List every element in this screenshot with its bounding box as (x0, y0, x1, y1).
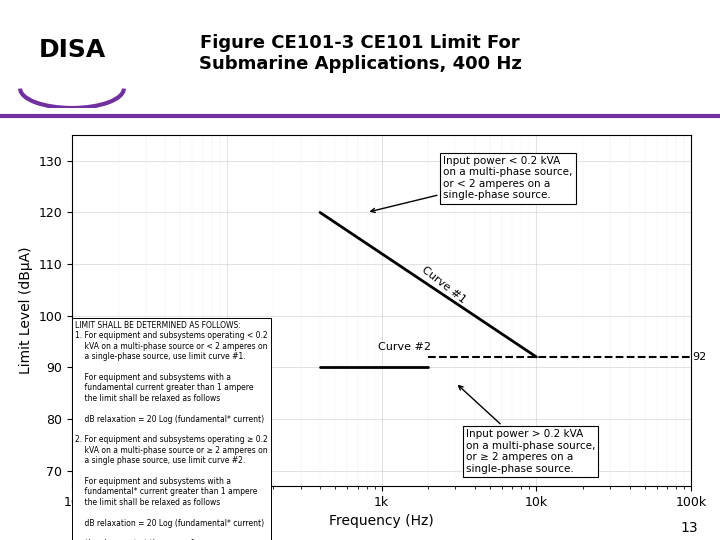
Y-axis label: Limit Level (dBμA): Limit Level (dBμA) (19, 247, 33, 374)
Text: Curve #1: Curve #1 (419, 265, 467, 305)
Text: Input power > 0.2 kVA
on a multi-phase source,
or ≥ 2 amperes on a
single-phase : Input power > 0.2 kVA on a multi-phase s… (459, 386, 595, 474)
Text: DISA: DISA (38, 38, 106, 62)
Text: 92: 92 (692, 352, 706, 362)
Text: 13: 13 (681, 521, 698, 535)
Text: LIMIT SHALL BE DETERMINED AS FOLLOWS:
1. For equipment and subsystems operating : LIMIT SHALL BE DETERMINED AS FOLLOWS: 1.… (75, 321, 268, 540)
Text: Input power < 0.2 kVA
on a multi-phase source,
or < 2 amperes on a
single-phase : Input power < 0.2 kVA on a multi-phase s… (371, 156, 572, 212)
Text: Curve #2: Curve #2 (378, 342, 431, 352)
X-axis label: Frequency (Hz): Frequency (Hz) (329, 514, 434, 528)
Text: Figure CE101-3 CE101 Limit For
Submarine Applications, 400 Hz: Figure CE101-3 CE101 Limit For Submarine… (199, 34, 521, 73)
